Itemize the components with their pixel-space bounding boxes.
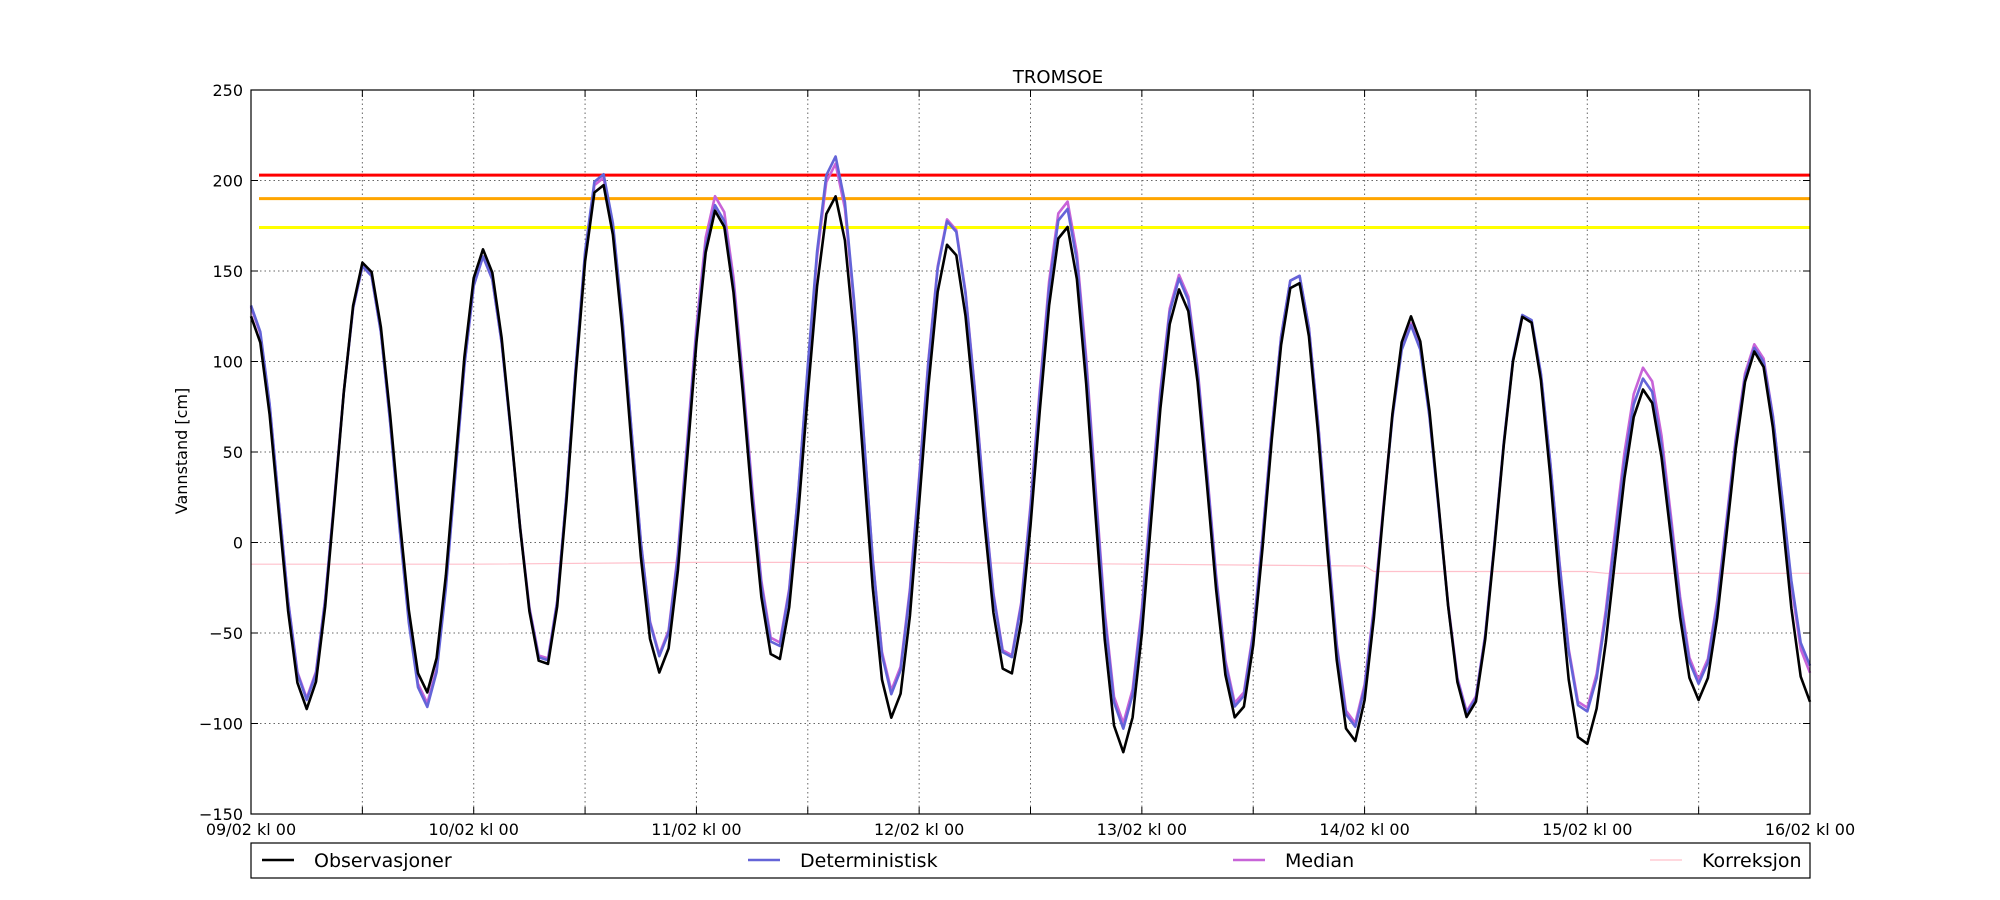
legend-label: Deterministisk [800,850,938,872]
y-tick-label: 100 [212,353,243,372]
x-tick-label: 14/02 kl 00 [1319,820,1409,839]
y-tick-label: 200 [212,172,243,191]
series-line-korreksjon [251,561,1810,574]
legend-label: Median [1285,850,1354,872]
x-tick-label: 09/02 kl 00 [206,820,296,839]
y-tick-label: −100 [199,715,243,734]
y-tick-label: −150 [199,805,243,824]
x-tick-label: 16/02 kl 00 [1765,820,1855,839]
threshold-lines [259,173,1810,230]
x-tick-label: 12/02 kl 00 [874,820,964,839]
legend-label: Observasjoner [314,850,452,872]
series-line-observasjoner [249,183,1812,754]
y-tick-label: 250 [212,81,243,100]
x-tick-label: 11/02 kl 00 [651,820,741,839]
y-tick-label: 50 [223,443,243,462]
y-tick-label: 0 [233,534,243,553]
y-axis-label: Vannstand [cm] [172,388,191,514]
x-tick-label: 15/02 kl 00 [1542,820,1632,839]
chart-title: TROMSOE [1012,67,1103,88]
legend: Observasjoner Deterministisk Median Korreks… [250,842,1811,879]
legend-label: Korreksjon [1702,850,1802,872]
x-tick-label: 13/02 kl 00 [1097,820,1187,839]
series-lines [249,155,1812,754]
x-tick-label: 10/02 kl 00 [429,820,519,839]
y-tick-label: 150 [212,262,243,281]
legend-frame [250,842,1811,879]
y-tick-label: −50 [209,624,243,643]
